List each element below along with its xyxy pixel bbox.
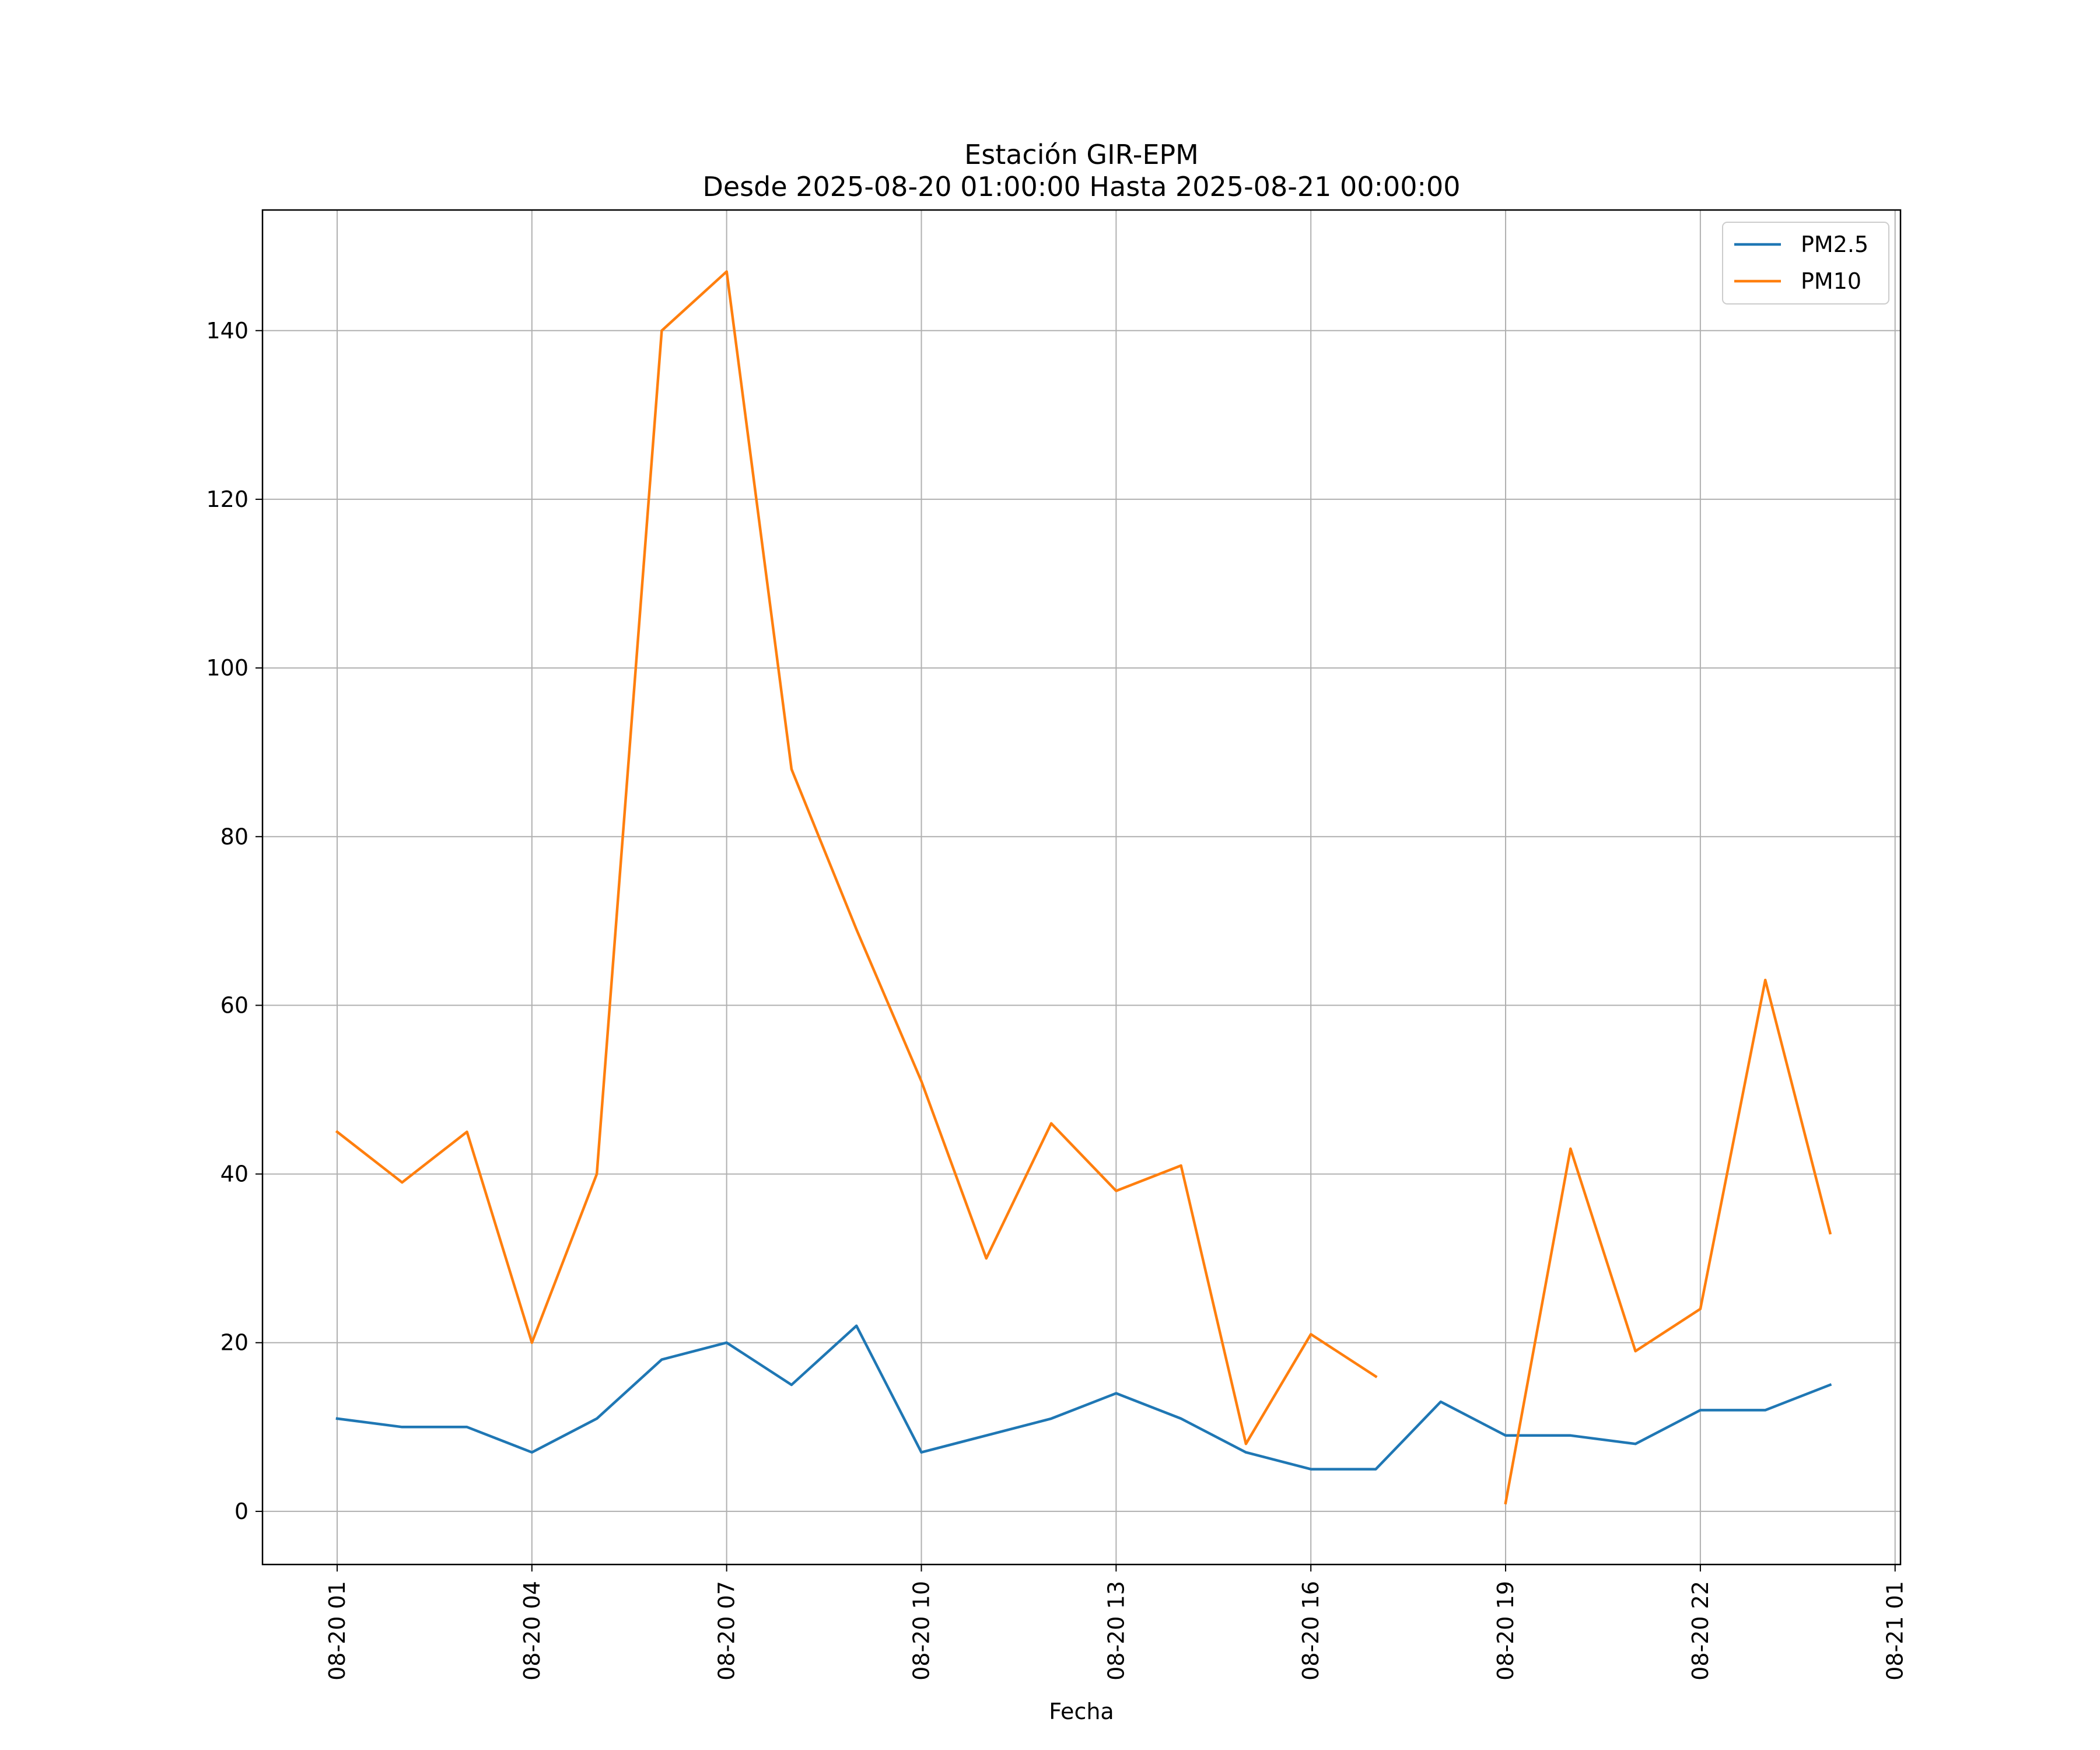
- series-line-pm25: [335, 1324, 1832, 1471]
- x-tick-label: 08-20 16: [1298, 1581, 1324, 1681]
- plot-area: [262, 210, 1901, 1564]
- y-tick-label: 0: [235, 1499, 249, 1524]
- series-line-pm10: [1504, 978, 1832, 1505]
- legend-box: [1722, 222, 1889, 304]
- y-tick-label: 140: [206, 318, 249, 344]
- x-tick-label: 08-21 01: [1882, 1581, 1908, 1681]
- x-tick-label: 08-20 22: [1688, 1581, 1713, 1681]
- x-tick-label: 08-20 07: [714, 1581, 740, 1681]
- x-axis-label: Fecha: [1049, 1699, 1114, 1724]
- axis-ticks: 08-20 01 08-20 04 08-20 07 08-20 10 08-20 13…: [206, 318, 1908, 1681]
- y-tick-label: 100: [206, 655, 249, 681]
- grid: [262, 210, 1901, 1564]
- series-lines: [335, 270, 1832, 1505]
- y-tick-label: 20: [220, 1330, 249, 1356]
- y-tick-label: 120: [206, 487, 249, 512]
- y-tick-label: 80: [220, 824, 249, 849]
- x-tick-label: 08-20 10: [909, 1581, 935, 1681]
- plot-frame: [261, 209, 1902, 1566]
- legend: PM2.5 PM10: [1722, 222, 1889, 304]
- series-line-pm10: [335, 270, 1378, 1446]
- y-tick-label: 40: [220, 1161, 249, 1187]
- x-tick-label: 08-20 13: [1103, 1581, 1129, 1681]
- legend-label-pm25: PM2.5: [1801, 232, 1868, 257]
- legend-label-pm10: PM10: [1801, 268, 1861, 294]
- x-tick-label: 08-20 04: [519, 1581, 545, 1681]
- chart-subtitle: Desde 2025-08-20 01:00:00 Hasta 2025-08-…: [702, 171, 1460, 202]
- x-tick-label: 08-20 19: [1493, 1581, 1518, 1681]
- x-tick-label: 08-20 01: [324, 1581, 350, 1681]
- chart-title: Estación GIR-EPM: [964, 139, 1199, 170]
- y-tick-label: 60: [220, 992, 249, 1018]
